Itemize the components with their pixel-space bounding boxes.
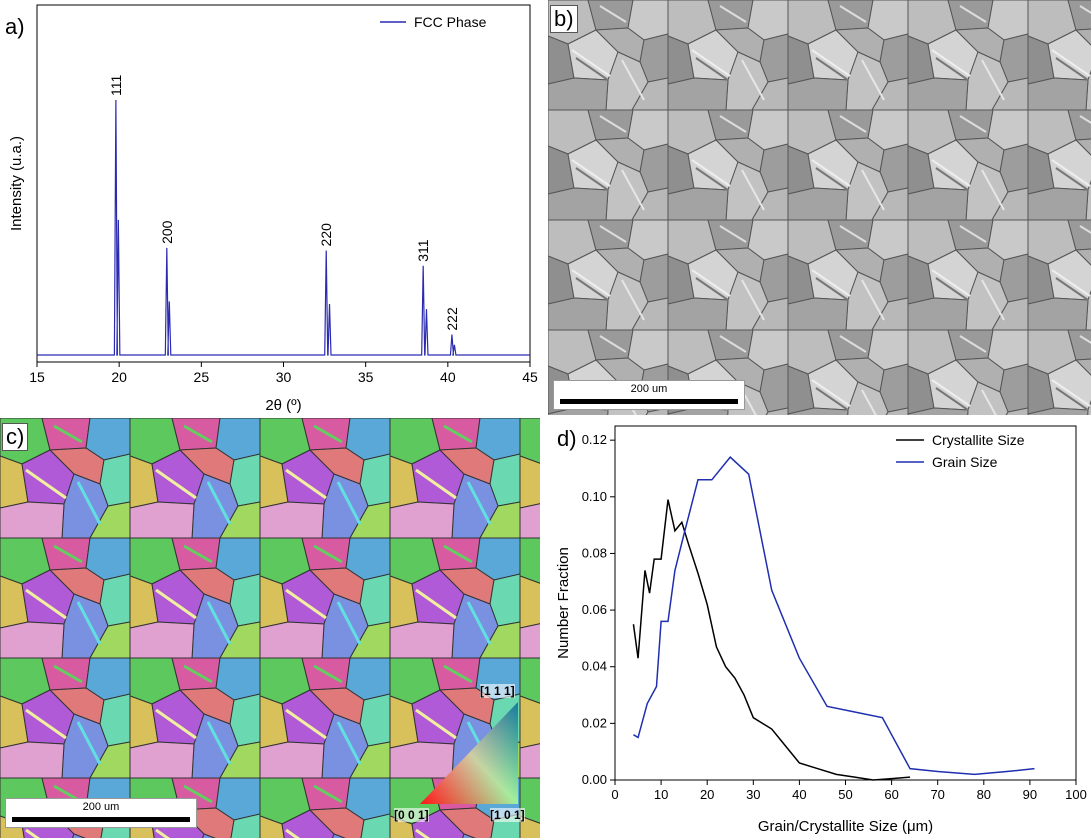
scale-bar-c: 200 um <box>5 798 197 828</box>
panel-label-d: d) <box>557 426 577 451</box>
x-tick-label-d: 80 <box>977 787 991 802</box>
scale-line-b <box>560 399 738 404</box>
panel-d: 0 10 20 30 40 50 60 70 80 90 100 0.00 0.02 0.04 0.06 0.… <box>540 418 1091 838</box>
scale-label-c: 200 um <box>82 801 120 813</box>
y-tick-label-d: 0.08 <box>582 545 607 560</box>
ipf-label-111: [1 1 1] <box>480 684 515 698</box>
x-tick-label-d: 90 <box>1023 787 1037 802</box>
y-tick-label-d: 0.10 <box>582 489 607 504</box>
ipf-orientation-map <box>0 418 540 838</box>
y-tick-label-d: 0.06 <box>582 602 607 617</box>
y-axis-label-d: Number Fraction <box>555 547 572 659</box>
y-tick-label-d: 0.00 <box>582 772 607 787</box>
x-tick-label-d: 100 <box>1065 787 1087 802</box>
x-tick-label-a: 45 <box>522 369 538 385</box>
peak-label-222: 222 <box>444 307 460 331</box>
panel-label-b: b) <box>550 5 578 33</box>
xrd-chart: 15 20 25 30 35 40 45 2θ (º) Intensity (u.a.) 111 2… <box>8 4 538 414</box>
peak-label-311: 311 <box>415 239 431 262</box>
series-line-crystallite-size <box>632 499 911 781</box>
x-tick-label-a: 35 <box>358 369 374 385</box>
panel-c: c) [1 1 1] [0 0 1] [1 0 1] 200 um <box>0 418 540 838</box>
plot-frame-d <box>614 425 1077 781</box>
legend-label-fcc: FCC Phase <box>414 14 487 30</box>
x-tick-label-d: 70 <box>930 787 944 802</box>
ipf-label-101: [1 0 1] <box>490 808 525 822</box>
x-tick-label-d: 60 <box>884 787 898 802</box>
x-tick-label-d: 0 <box>611 787 618 802</box>
panel-a: 15 20 25 30 35 40 45 2θ (º) Intensity (u.a.) 111 2… <box>0 0 540 415</box>
xrd-series-line <box>37 99 530 356</box>
y-axis-label-a: Intensity (u.a.) <box>8 136 25 231</box>
series-line-grain-size <box>633 456 1035 776</box>
x-tick-label-d: 20 <box>700 787 714 802</box>
x-axis-label-d: Grain/Crystallite Size (μm) <box>758 818 933 835</box>
x-tick-label-a: 40 <box>440 369 456 385</box>
legend-label-grain-size: Grain Size <box>932 454 998 470</box>
x-axis-label-a: 2θ (º) <box>265 397 301 414</box>
panel-b: b) 200 um <box>548 0 1091 415</box>
x-tick-label-d: 30 <box>746 787 760 802</box>
peak-label-200: 200 <box>159 220 175 244</box>
y-tick-label-d: 0.12 <box>582 432 607 447</box>
grayscale-micrograph <box>548 0 1091 415</box>
scale-label-b: 200 um <box>630 383 668 395</box>
y-tick-label-d: 0.02 <box>582 715 607 730</box>
y-tick-label-d: 0.04 <box>582 659 607 674</box>
scale-line-c <box>12 817 190 822</box>
x-tick-label-a: 15 <box>29 369 45 385</box>
panel-label-c: c) <box>2 423 29 451</box>
peak-label-220: 220 <box>318 223 334 247</box>
peak-label-111: 111 <box>108 75 124 96</box>
x-tick-label-d: 40 <box>792 787 806 802</box>
panel-label-a: a) <box>2 14 28 40</box>
size-distribution-chart: 0 10 20 30 40 50 60 70 80 90 100 0.00 0.02 0.04 0.06 0.… <box>555 425 1087 835</box>
scale-bar-b: 200 um <box>553 380 745 410</box>
legend-label-crystallite-size: Crystallite Size <box>932 432 1025 448</box>
x-tick-label-a: 30 <box>276 369 292 385</box>
ipf-label-001: [0 0 1] <box>394 808 429 822</box>
x-tick-label-d: 50 <box>838 787 852 802</box>
x-tick-label-d: 10 <box>654 787 668 802</box>
ipf-color-key <box>420 702 518 804</box>
x-tick-label-a: 20 <box>111 369 127 385</box>
x-tick-label-a: 25 <box>194 369 210 385</box>
